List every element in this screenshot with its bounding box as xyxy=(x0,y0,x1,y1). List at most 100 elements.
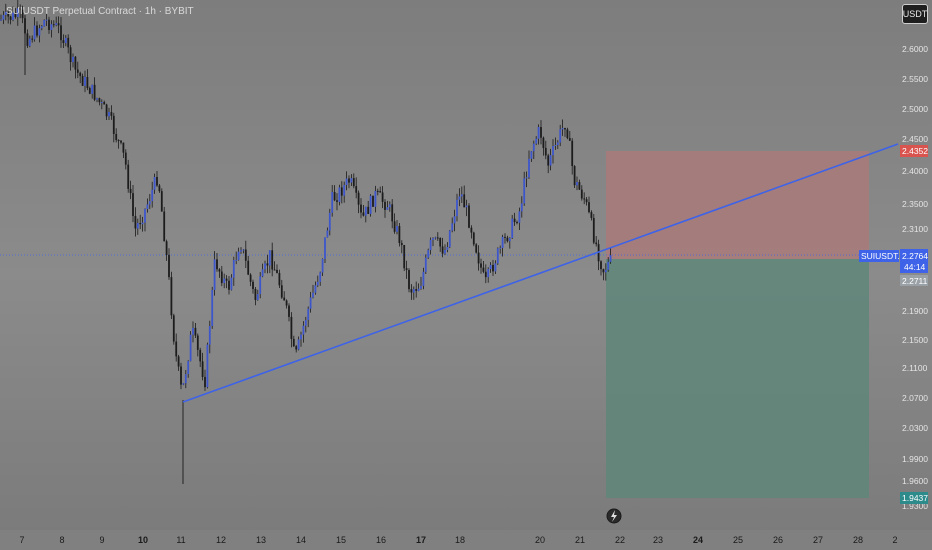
trendline[interactable] xyxy=(182,143,899,403)
candle-body xyxy=(453,216,456,224)
price-axis-label: 2.4000 xyxy=(902,166,928,176)
time-axis-label: 18 xyxy=(455,535,465,545)
candle-body xyxy=(465,205,468,208)
candle-body xyxy=(290,316,293,339)
candle-body xyxy=(374,190,377,207)
candle-body xyxy=(424,257,427,272)
currency-button[interactable]: USDT xyxy=(902,4,928,24)
price-axis-label: 2.0700 xyxy=(902,393,928,403)
candle-body xyxy=(273,269,276,271)
candle-body xyxy=(376,190,379,192)
candle-body xyxy=(184,374,187,384)
candle-body xyxy=(484,271,487,278)
time-axis-label: 10 xyxy=(138,535,148,545)
candle-body xyxy=(278,272,281,286)
candle-body xyxy=(21,9,24,19)
candle-body xyxy=(573,166,576,186)
time-axis-label: 14 xyxy=(296,535,306,545)
candle-body xyxy=(156,176,158,186)
time-axis-label: 16 xyxy=(376,535,386,545)
candle-body xyxy=(175,341,178,357)
candle-body xyxy=(36,25,38,36)
candle-body xyxy=(417,288,420,291)
last-price-tag: 2.2764 44:14 xyxy=(900,249,928,273)
lightning-icon[interactable] xyxy=(606,508,622,524)
time-axis-label: 8 xyxy=(59,535,64,545)
candle-body xyxy=(400,243,403,245)
candle-body xyxy=(259,276,262,295)
candle-body xyxy=(249,274,252,282)
candle-body xyxy=(105,104,108,117)
candle-body xyxy=(381,192,384,202)
candle-body xyxy=(436,237,439,239)
candle-body xyxy=(355,186,358,193)
price-axis-label: 2.6000 xyxy=(902,44,928,54)
candle-body xyxy=(460,194,463,197)
candle-body xyxy=(561,128,564,130)
candle-body xyxy=(295,346,298,350)
candle-body xyxy=(470,227,473,233)
time-axis-label: 17 xyxy=(416,535,426,545)
candle-body xyxy=(398,226,401,244)
candle-body xyxy=(134,215,137,229)
candle-body xyxy=(328,212,331,231)
candle-body xyxy=(187,361,190,375)
candle-body xyxy=(79,72,82,77)
time-axis-label: 22 xyxy=(615,535,625,545)
candle-body xyxy=(108,112,110,117)
candle-body xyxy=(16,8,19,18)
time-axis-label: 7 xyxy=(19,535,24,545)
candle-body xyxy=(86,76,89,89)
time-axis-label: 27 xyxy=(813,535,823,545)
candle-body xyxy=(321,258,324,273)
candle-body xyxy=(141,222,144,225)
candle-body xyxy=(225,278,228,281)
candle-body xyxy=(124,152,127,165)
candle-body xyxy=(4,11,7,16)
candle-body xyxy=(513,218,516,223)
candle-body xyxy=(468,205,470,228)
time-axis[interactable]: 7 8 9 10 11 12 13 14 15 16 17 18 20 21 22 23 24 25 26 27 28 2 xyxy=(19,535,897,545)
candle-body xyxy=(307,308,310,321)
time-axis-label: 24 xyxy=(693,535,703,545)
time-axis-label: 21 xyxy=(575,535,585,545)
time-axis-label: 26 xyxy=(773,535,783,545)
candle-body xyxy=(271,250,274,270)
target-price-tag: 1.9437 xyxy=(900,492,928,504)
time-axis-label: 11 xyxy=(176,535,185,545)
candle-body xyxy=(604,269,607,273)
candle-body xyxy=(100,102,103,104)
candle-body xyxy=(312,292,314,298)
candle-body xyxy=(33,25,36,40)
take-profit-zone[interactable] xyxy=(606,259,869,498)
candle-body xyxy=(201,361,204,377)
candle-body xyxy=(93,84,96,100)
candle-body xyxy=(542,137,545,148)
candle-body xyxy=(292,338,295,347)
candle-body xyxy=(408,270,410,290)
candle-body xyxy=(489,264,492,270)
candle-body xyxy=(283,297,286,301)
candle-body xyxy=(602,269,605,273)
entry-price-text: 2.2711 xyxy=(902,276,928,286)
candle-body xyxy=(609,255,612,262)
candle-body xyxy=(585,199,588,203)
candle-body xyxy=(607,261,610,270)
time-axis-label: 12 xyxy=(216,535,226,545)
stop-loss-zone[interactable] xyxy=(606,151,869,259)
candle-body xyxy=(98,98,101,103)
candle-body xyxy=(343,185,346,196)
symbol-text: SUIUSDT.P xyxy=(861,251,906,261)
stop-price-text: 2.4352 xyxy=(902,146,928,156)
candle-body xyxy=(244,249,247,261)
candle-body xyxy=(446,246,449,251)
candle-body xyxy=(81,76,84,86)
candle-body xyxy=(379,191,382,193)
candle-body xyxy=(43,20,46,27)
candle-body xyxy=(2,15,5,20)
candlestick-series xyxy=(0,0,612,484)
candle-body xyxy=(472,232,475,245)
candle-body xyxy=(391,204,394,222)
candle-body xyxy=(213,259,216,291)
